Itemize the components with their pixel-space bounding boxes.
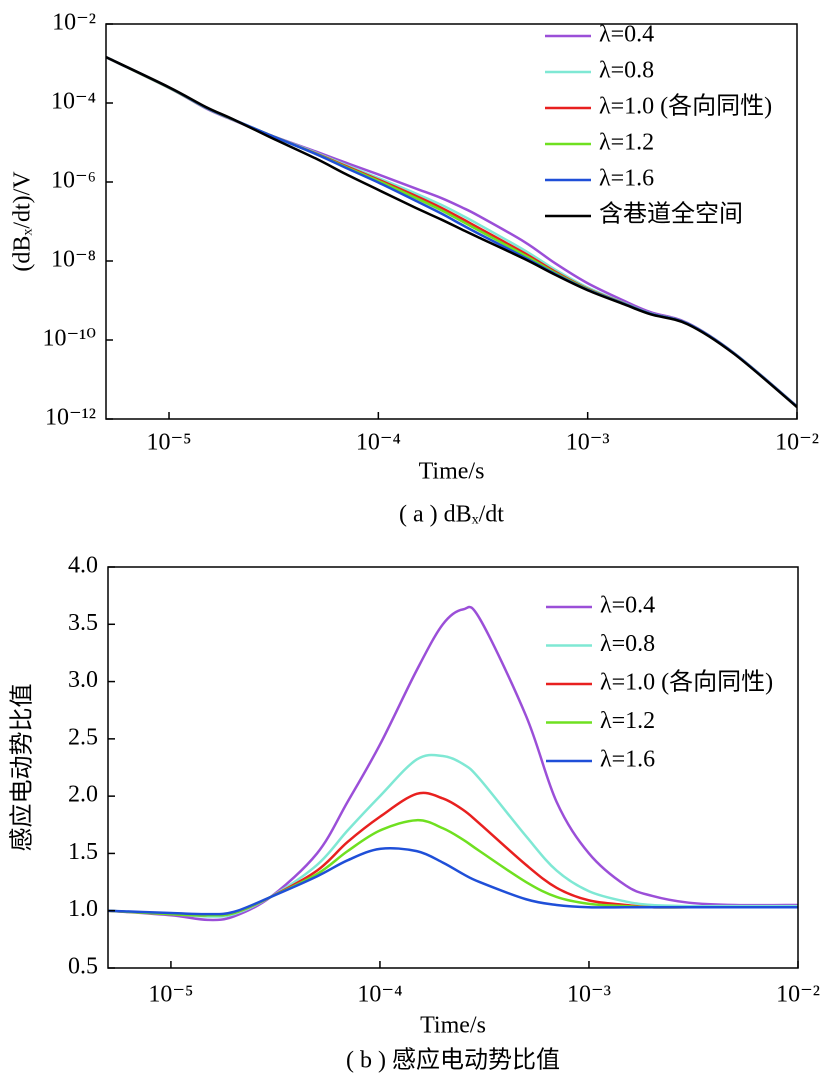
legend-label: λ=1.6 [599, 166, 654, 192]
plot: 10⁻⁵ 10⁻⁴ 10⁻³ 10⁻² 10⁻¹² 10⁻¹⁰ 10⁻⁸ 10⁻⁶ 10⁻⁴ 10… [10, 10, 819, 528]
legend-label: λ=1.2 [600, 708, 655, 734]
y-tick-label: 1.0 [68, 896, 98, 922]
y-tick-label: 2.5 [68, 724, 98, 750]
x-tick-label: 10⁻⁵ [146, 430, 191, 456]
caption: ( b ) 感应电动势比值 [346, 1047, 560, 1074]
plot-frame [107, 566, 799, 969]
legend-label: λ=0.8 [600, 631, 655, 657]
legend-label: λ=1.2 [599, 130, 654, 156]
series-line [108, 846, 798, 916]
x-tick-label: 10⁻³ [567, 982, 611, 1008]
x-axis-label: Time/s [419, 459, 485, 485]
y-tick-label: 2.0 [68, 782, 98, 808]
x-tick-label: 10⁻³ [566, 430, 610, 456]
y-tick-label: 10⁻⁸ [51, 247, 96, 273]
legend-label: λ=1.0 (各向同性) [600, 669, 773, 696]
y-tick-label: 0.5 [68, 954, 98, 980]
legend-label: λ=0.4 [599, 22, 654, 48]
series-line [106, 56, 797, 409]
x-tick-label: 10⁻² [775, 430, 819, 456]
legend-label: 含巷道全空间 [599, 201, 743, 228]
y-axis-label: 感应电动势比值 [9, 684, 36, 852]
legend-label: λ=1.6 [600, 747, 655, 773]
series-line [108, 791, 798, 917]
y-axis-label: (dBₓ/dt)/V [10, 171, 36, 272]
plot: 10⁻⁵ 10⁻⁴ 10⁻³ 10⁻² 0.5 1.0 1.5 2.0 2.5 3.0 3.5 4.0… [9, 553, 820, 1074]
y-tick-label: 10⁻² [52, 10, 96, 36]
caption: ( a ) dBₓ/dt [399, 502, 504, 528]
y-tick-label: 10⁻¹⁰ [43, 326, 96, 352]
y-tick-label: 10⁻¹² [45, 405, 96, 431]
x-tick-label: 10⁻⁴ [357, 982, 402, 1008]
series-line [108, 605, 798, 922]
y-tick-label: 4.0 [68, 553, 98, 579]
x-tick-label: 10⁻⁴ [356, 430, 401, 456]
y-tick-label: 3.5 [68, 610, 98, 636]
y-tick-label: 3.0 [68, 667, 98, 693]
legend-label: λ=0.4 [600, 593, 655, 619]
legend-label: λ=0.8 [599, 58, 654, 84]
y-tick-label: 10⁻⁴ [51, 89, 96, 115]
legend-label: λ=1.0 (各向同性) [599, 93, 772, 120]
y-tick-label: 10⁻⁶ [51, 168, 96, 194]
x-axis-label: Time/s [420, 1013, 486, 1039]
series-line [108, 753, 798, 918]
plot-frame [105, 23, 798, 420]
x-tick-label: 10⁻⁵ [148, 982, 193, 1008]
x-tick-label: 10⁻² [776, 982, 820, 1008]
y-tick-label: 1.5 [68, 839, 98, 865]
